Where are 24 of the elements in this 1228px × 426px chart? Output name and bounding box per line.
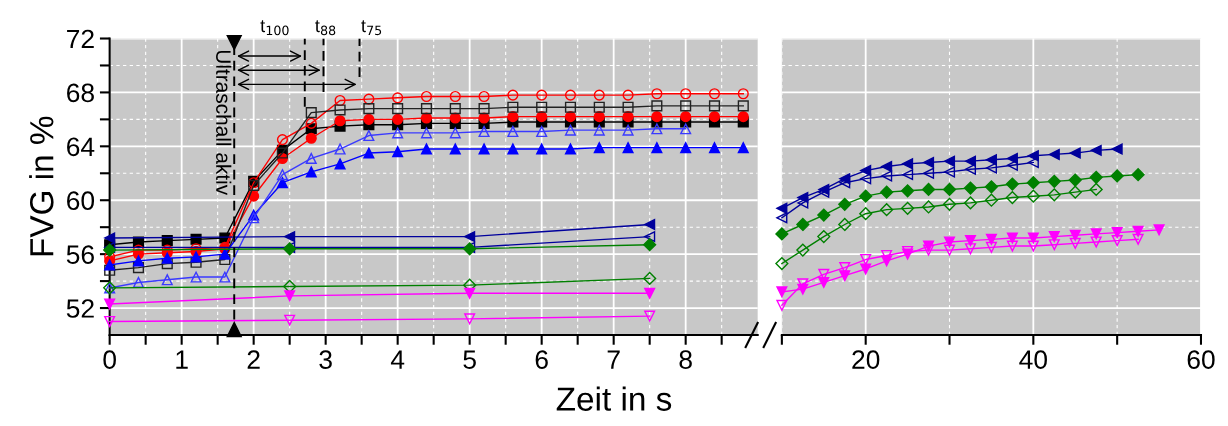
y-axis-title: FVG in % <box>29 116 54 256</box>
x-tick-label: 60 <box>1187 350 1215 369</box>
x-tick-label: 1 <box>176 350 188 369</box>
ref-line-label: Ultraschall aktiv <box>216 50 232 196</box>
y-tick-label: 52 <box>66 299 94 318</box>
y-tick-label: 56 <box>66 245 94 264</box>
y-tick-label: 68 <box>67 83 94 103</box>
x-tick-label: 4 <box>390 350 405 369</box>
x-tick-label: 3 <box>319 350 332 369</box>
ref-line-label: t$_{75}$ <box>361 20 382 36</box>
x-tick-label: 2 <box>247 350 260 369</box>
x-tick-label: 40 <box>1019 350 1047 369</box>
x-tick-label: 8 <box>679 350 692 369</box>
y-tick-label: 60 <box>67 191 95 211</box>
x-tick-label: 6 <box>535 350 548 369</box>
ref-line-label: t$_{88}$ <box>315 20 336 36</box>
y-tick-label: 72 <box>67 29 94 49</box>
x-tick-label: 7 <box>607 350 620 369</box>
x-tick-label: 0 <box>103 350 116 369</box>
ref-line-label: t$_{100}$ <box>260 20 289 36</box>
x-tick-label: 20 <box>852 350 880 369</box>
x-axis-title: Zeit in s <box>556 386 672 411</box>
x-tick-label: 5 <box>463 350 476 369</box>
y-tick-label: 64 <box>67 137 95 157</box>
